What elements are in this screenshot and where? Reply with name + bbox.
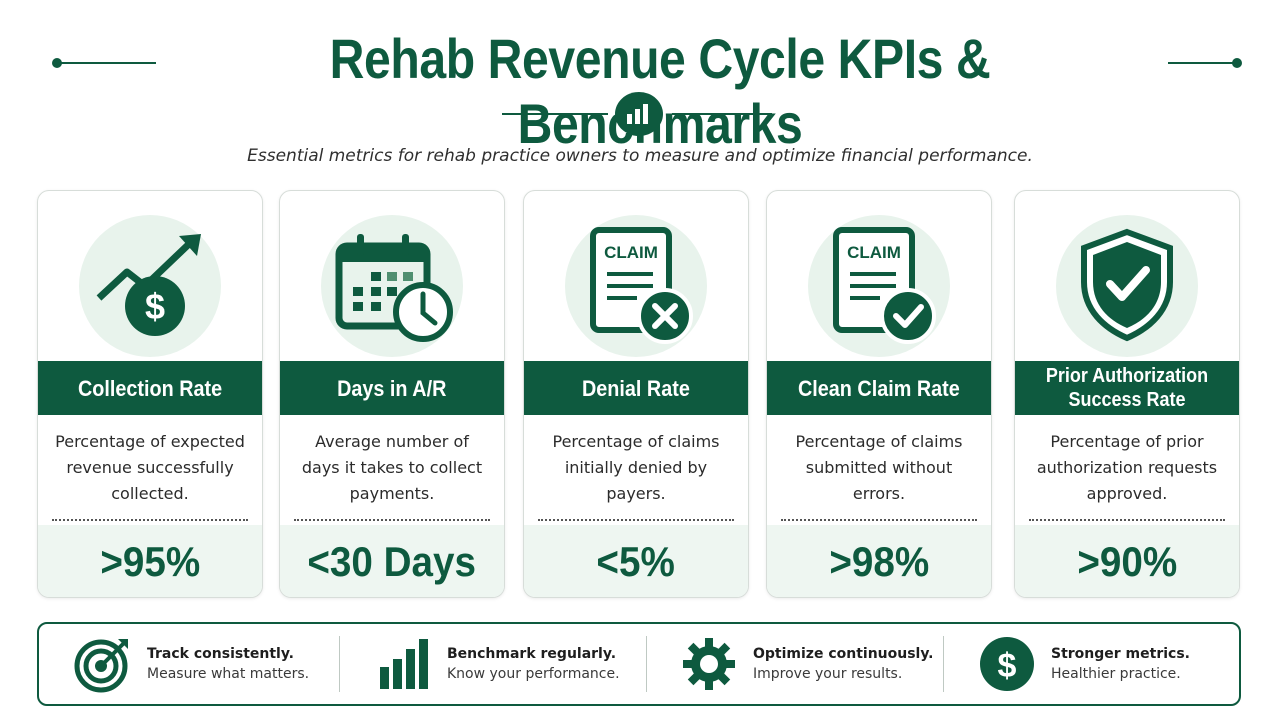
dotted-divider	[52, 519, 248, 521]
card-title-band: Days in A/R	[280, 361, 504, 415]
target-icon	[73, 634, 133, 694]
benchmark-value: >95%	[100, 538, 200, 585]
card-title-band: Clean Claim Rate	[767, 361, 991, 415]
footer-banner: Track consistently. Measure what matters…	[37, 622, 1241, 706]
header: Rehab Revenue Cycle KPIs & Benchmarks	[0, 18, 1280, 155]
footer-divider	[943, 636, 944, 692]
footer-heading: Optimize continuously.	[753, 646, 934, 662]
divider-line-left	[502, 113, 608, 115]
card-title-band: Collection Rate	[38, 361, 262, 415]
dotted-divider	[538, 519, 734, 521]
benchmark-value: <30 Days	[307, 538, 477, 585]
footer-divider	[339, 636, 340, 692]
claim-approved-icon: CLAIM	[833, 227, 936, 344]
footer-item-stronger: $ Stronger metrics. Healthier practice.	[977, 624, 1190, 704]
kpi-card-days-in-ar: Days in A/R Average number of days it ta…	[279, 190, 505, 598]
kpi-card-prior-authorization: Prior Authorization Success Rate Percent…	[1014, 190, 1240, 598]
title-rule-right	[1168, 62, 1238, 64]
card-description: Percentage of prior authorization reques…	[1036, 432, 1218, 503]
claim-icon-label: CLAIM	[847, 243, 901, 262]
claim-denied-icon: CLAIM	[590, 227, 693, 344]
benchmark-area: <5%	[524, 525, 748, 597]
footer-item-track: Track consistently. Measure what matters…	[73, 624, 309, 704]
card-title: Collection Rate	[77, 375, 223, 401]
card-title-band: Prior Authorization Success Rate	[1015, 361, 1239, 415]
benchmark-value: >98%	[829, 538, 929, 585]
footer-subtext: Healthier practice.	[1051, 666, 1181, 682]
footer-item-benchmark: Benchmark regularly. Know your performan…	[373, 624, 620, 704]
svg-text:$: $	[145, 286, 165, 327]
card-title: Clean Claim Rate	[798, 375, 960, 401]
bar-chart-icon	[373, 634, 433, 694]
footer-heading: Track consistently.	[147, 646, 294, 662]
benchmark-value: >90%	[1077, 538, 1177, 585]
footer-subtext: Measure what matters.	[147, 666, 310, 682]
dotted-divider	[294, 519, 490, 521]
title-rule-left	[60, 62, 156, 64]
claim-icon-label: CLAIM	[604, 243, 658, 262]
card-title: Denial Rate	[582, 375, 690, 401]
svg-text:$: $	[998, 647, 1017, 685]
title-dot-left	[52, 58, 62, 68]
benchmark-value: <5%	[596, 538, 676, 585]
gear-icon	[679, 634, 739, 694]
footer-heading: Benchmark regularly.	[447, 646, 617, 662]
trending-up-dollar-icon: $	[96, 234, 201, 336]
bar-chart-icon	[615, 92, 663, 136]
dotted-divider	[1029, 519, 1225, 521]
card-description: Percentage of claims initially denied by…	[552, 432, 720, 503]
title-divider	[0, 92, 1280, 136]
card-description: Average number of days it takes to colle…	[301, 432, 483, 503]
card-title: Days in A/R	[337, 375, 447, 401]
kpi-card-denial-rate: CLAIM Denial Rate Percentage of claims i…	[523, 190, 749, 598]
divider-line-right	[672, 113, 772, 115]
footer-divider	[646, 636, 647, 692]
kpi-cards: $ Collection Rate Percentage of expected…	[0, 190, 1280, 600]
kpi-card-clean-claim-rate: CLAIM Clean Claim Rate Percentage of cla…	[766, 190, 992, 598]
footer-subtext: Improve your results.	[753, 666, 903, 682]
kpi-card-collection-rate: $ Collection Rate Percentage of expected…	[37, 190, 263, 598]
shield-check-icon	[1081, 228, 1173, 342]
card-icon-area	[1015, 191, 1239, 359]
footer-heading: Stronger metrics.	[1051, 646, 1190, 662]
card-description: Percentage of expected revenue successfu…	[55, 432, 245, 503]
dotted-divider	[781, 519, 977, 521]
benchmark-area: >95%	[38, 525, 262, 597]
benchmark-area: <30 Days	[280, 525, 504, 597]
dollar-icon: $	[977, 634, 1037, 694]
card-title: Prior Authorization Success Rate	[1045, 365, 1209, 411]
title-dot-right	[1232, 58, 1242, 68]
card-title-band: Denial Rate	[524, 361, 748, 415]
card-description: Percentage of claims submitted without e…	[795, 432, 963, 503]
page-subtitle: Essential metrics for rehab practice own…	[247, 146, 1033, 166]
card-icon-area: $	[38, 191, 262, 359]
card-icon-area: CLAIM	[524, 191, 748, 359]
footer-item-optimize: Optimize continuously. Improve your resu…	[679, 624, 934, 704]
card-icon-area: CLAIM	[767, 191, 991, 359]
footer-subtext: Know your performance.	[447, 666, 620, 682]
calendar-clock-icon	[335, 234, 453, 342]
benchmark-area: >98%	[767, 525, 991, 597]
page-title: Rehab Revenue Cycle KPIs & Benchmarks	[329, 27, 991, 155]
benchmark-area: >90%	[1015, 525, 1239, 597]
card-icon-area	[280, 191, 504, 359]
